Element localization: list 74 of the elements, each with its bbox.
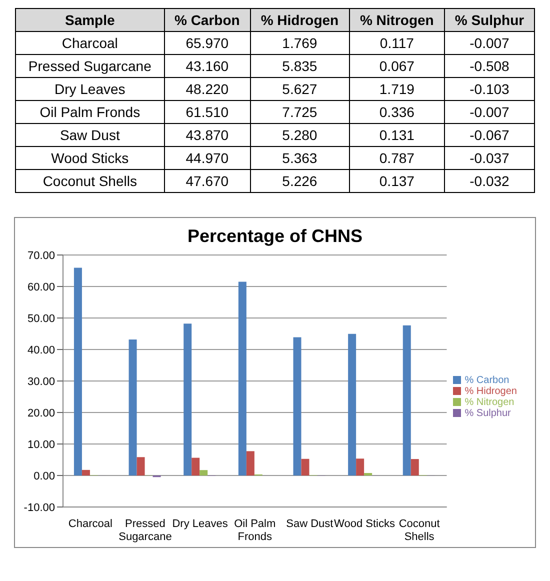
legend-label: % Sulphur	[464, 408, 511, 419]
x-tick-label: % Sulphur	[444, 8, 534, 32]
data-label: -0.508	[444, 54, 534, 78]
y-tick-label: 10.00	[27, 438, 55, 451]
data-label: 44.970	[164, 146, 250, 170]
data-label: 5.835	[250, 54, 350, 78]
bar	[301, 458, 310, 476]
bar	[293, 337, 302, 476]
chart-title: Percentage of CHNS	[186, 225, 364, 247]
bar	[356, 458, 364, 476]
data-label: 1.769	[250, 32, 350, 54]
bar	[402, 325, 411, 476]
data-label: 7.725	[250, 100, 350, 124]
y-tick-label: Oil Palm Fronds	[16, 100, 164, 124]
y-tick-label: Pressed Sugarcane	[16, 54, 164, 78]
bar	[200, 470, 208, 476]
y-tick-label: 0.00	[34, 470, 55, 482]
data-label: -0.032	[444, 170, 534, 192]
bar	[238, 282, 246, 476]
data-label: 47.670	[164, 170, 250, 192]
data-label: 48.220	[164, 78, 250, 100]
y-tick-label: 30.00	[27, 376, 55, 388]
x-tick-label: % Nitrogen	[349, 8, 444, 32]
data-label: -0.037	[444, 146, 534, 170]
y-axis-title: Sample	[16, 8, 164, 32]
y-tick-label: Wood Sticks	[16, 146, 164, 170]
y-tick-label: Coconut Shells	[16, 170, 164, 192]
bar	[192, 458, 200, 476]
data-label: 5.280	[250, 124, 350, 146]
y-tick-label: 20.00	[27, 407, 55, 420]
y-tick-label: 70.00	[27, 250, 55, 262]
bar	[184, 324, 192, 476]
legend-label: % Nitrogen	[464, 397, 514, 408]
x-tick-label: Saw Dust	[286, 518, 334, 530]
data-label: -0.067	[444, 124, 534, 146]
y-tick-label: -10.00	[24, 502, 55, 514]
bar	[410, 459, 419, 476]
data-label: -0.103	[444, 78, 534, 100]
y-tick-label: 60.00	[27, 281, 55, 294]
x-tick-label: Dry Leaves	[172, 518, 228, 530]
data-label: 1.719	[349, 78, 444, 100]
bar	[82, 470, 90, 476]
data-label: 61.510	[164, 100, 250, 124]
x-tick-label: Coconut Shells	[398, 518, 440, 543]
x-tick-label: % Carbon	[164, 8, 250, 32]
x-tick-label: % Hidrogen	[250, 8, 350, 32]
legend-label: % Carbon	[464, 375, 510, 386]
data-label: 5.627	[250, 78, 350, 100]
data-label: 43.160	[164, 54, 250, 78]
data-label: 5.363	[250, 146, 350, 170]
data-label: -0.007	[444, 32, 534, 54]
data-label: 0.336	[349, 100, 444, 124]
data-label: 0.067	[349, 54, 444, 78]
bar	[74, 268, 82, 476]
data-label: -0.007	[444, 100, 534, 124]
x-tick-label: Oil Palm Fronds	[234, 518, 276, 543]
data-label: 0.117	[349, 32, 444, 54]
data-label: 65.970	[164, 32, 250, 54]
bar	[136, 457, 145, 476]
bar	[348, 334, 356, 476]
bar	[246, 451, 254, 476]
y-tick-label: 50.00	[27, 312, 55, 325]
legend-label: % Hidrogen	[464, 386, 517, 397]
x-tick-label: Wood Sticks	[334, 518, 396, 530]
y-tick-label: Charcoal	[16, 32, 164, 54]
y-tick-label: Saw Dust	[16, 124, 164, 146]
data-label: 0.131	[349, 124, 444, 146]
data-label: 0.137	[349, 170, 444, 192]
y-tick-label: Dry Leaves	[16, 78, 164, 100]
y-tick-label: 40.00	[27, 344, 55, 356]
data-label: 43.870	[164, 124, 250, 146]
bar	[128, 340, 137, 476]
data-label: 5.226	[250, 170, 350, 192]
data-label: 0.787	[349, 146, 444, 170]
